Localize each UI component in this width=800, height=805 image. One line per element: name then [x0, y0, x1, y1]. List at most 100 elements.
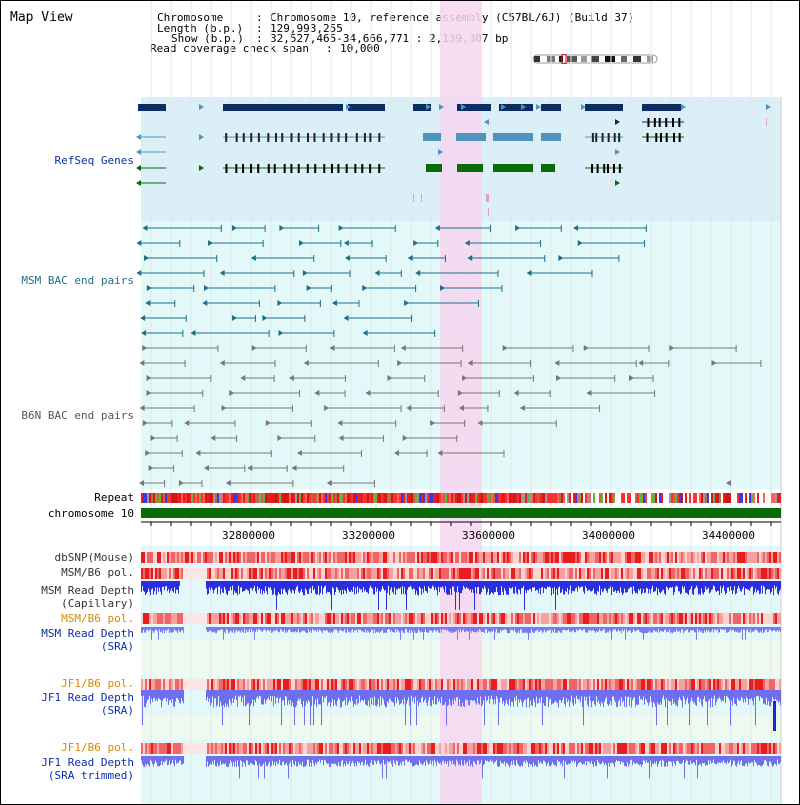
- depth-bar: [756, 581, 757, 593]
- refseq-genes-label[interactable]: RefSeq Genes: [54, 154, 134, 167]
- heat-cell: [699, 613, 701, 624]
- gene-arrow: [426, 104, 431, 110]
- heat-cell: [565, 568, 567, 579]
- chromosome-ideogram[interactable]: [529, 54, 659, 64]
- repeat-segment: [715, 493, 717, 503]
- depth-bar: [230, 627, 231, 631]
- repeat-segment: [583, 493, 585, 503]
- depth-bar: [239, 690, 240, 697]
- heat-cell: [625, 743, 627, 754]
- depth-bar: [240, 756, 241, 761]
- repeat-segment: [421, 493, 423, 503]
- heat-cell: [711, 743, 713, 754]
- depth-bar: [541, 581, 542, 588]
- depth-bar: [157, 627, 158, 632]
- depth-bar: [744, 627, 745, 630]
- heat-cell: [297, 568, 299, 579]
- repeat-segment: [325, 493, 327, 503]
- heat-cell: [365, 679, 367, 690]
- depth-bar: [657, 690, 658, 703]
- depth-bar: [565, 690, 566, 707]
- heat-cell: [451, 679, 453, 690]
- heat-cell: [285, 743, 287, 754]
- depth-bar: [345, 690, 346, 706]
- depth-bar: [471, 581, 472, 593]
- heat-cell: [501, 613, 503, 624]
- gene-arrow: [477, 420, 483, 426]
- depth-bar: [459, 581, 460, 610]
- depth-bar: [220, 627, 221, 630]
- depth-bar: [758, 690, 759, 697]
- repeat-segment: [677, 493, 679, 503]
- heat-cell: [221, 568, 223, 579]
- repeat-segment: [611, 493, 613, 503]
- heat-cell: [411, 613, 413, 624]
- depth-bar: [276, 581, 277, 610]
- heat-cell: [735, 743, 737, 754]
- heat-cell: [541, 568, 543, 579]
- gene-exon: [618, 164, 621, 173]
- repeat-segment: [295, 493, 297, 503]
- depth-bar: [689, 627, 690, 633]
- b6n-bac-label[interactable]: B6N BAC end pairs: [21, 409, 134, 422]
- depth-bar: [603, 627, 604, 630]
- repeat-segment: [711, 493, 713, 503]
- depth-bar: [519, 690, 520, 703]
- gene-arrow: [202, 300, 208, 306]
- depth-bar: [519, 756, 520, 767]
- msm-bac-label[interactable]: MSM BAC end pairs: [21, 274, 134, 287]
- heat-cell: [677, 568, 679, 579]
- heat-cell: [211, 568, 213, 579]
- depth-bar: [545, 756, 546, 763]
- repeat-segment: [283, 493, 285, 503]
- depth-bar: [775, 581, 776, 589]
- depth-bar: [763, 627, 764, 634]
- heat-cell: [389, 743, 391, 754]
- heat-cell: [399, 613, 401, 624]
- depth-bar: [172, 627, 173, 633]
- depth-bar: [694, 756, 695, 764]
- depth-bar: [671, 690, 672, 706]
- depth-bar: [734, 581, 735, 587]
- heat-cell: [249, 743, 251, 754]
- heat-cell: [727, 743, 729, 754]
- heat-cell: [511, 613, 513, 624]
- depth-bar: [329, 581, 330, 592]
- heat-cell: [361, 613, 363, 624]
- heat-cell: [447, 613, 449, 624]
- heat-cell: [677, 613, 679, 624]
- depth-bar: [733, 690, 734, 698]
- heat-cell: [223, 552, 225, 563]
- heat-cell: [639, 552, 641, 563]
- depth-bar: [657, 581, 658, 596]
- depth-bar: [216, 581, 217, 588]
- repeat-segment: [733, 493, 735, 503]
- depth-bar: [748, 756, 749, 762]
- heat-cell: [547, 568, 549, 579]
- depth-bar: [385, 627, 386, 633]
- depth-bar: [369, 690, 370, 708]
- heat-cell: [417, 613, 419, 624]
- depth-bar: [167, 627, 168, 630]
- bac-end: [377, 360, 379, 367]
- heat-cell: [343, 568, 345, 579]
- heat-cell: [561, 613, 563, 624]
- depth-bar: [407, 581, 408, 590]
- depth-bar: [228, 690, 229, 708]
- repeat-segment: [445, 493, 447, 503]
- depth-bar: [706, 627, 707, 630]
- depth-bar: [672, 690, 673, 699]
- depth-bar: [713, 690, 714, 699]
- depth-bar: [397, 581, 398, 590]
- heat-cell: [327, 743, 329, 754]
- depth-bar: [718, 690, 719, 699]
- depth-bar: [594, 581, 595, 594]
- depth-bar: [691, 690, 692, 698]
- depth-bar: [508, 581, 509, 596]
- heat-cell: [743, 552, 745, 563]
- heat-cell: [211, 552, 213, 563]
- depth-bar: [431, 581, 432, 589]
- repeat-segment: [719, 493, 721, 503]
- heat-cell: [195, 743, 197, 754]
